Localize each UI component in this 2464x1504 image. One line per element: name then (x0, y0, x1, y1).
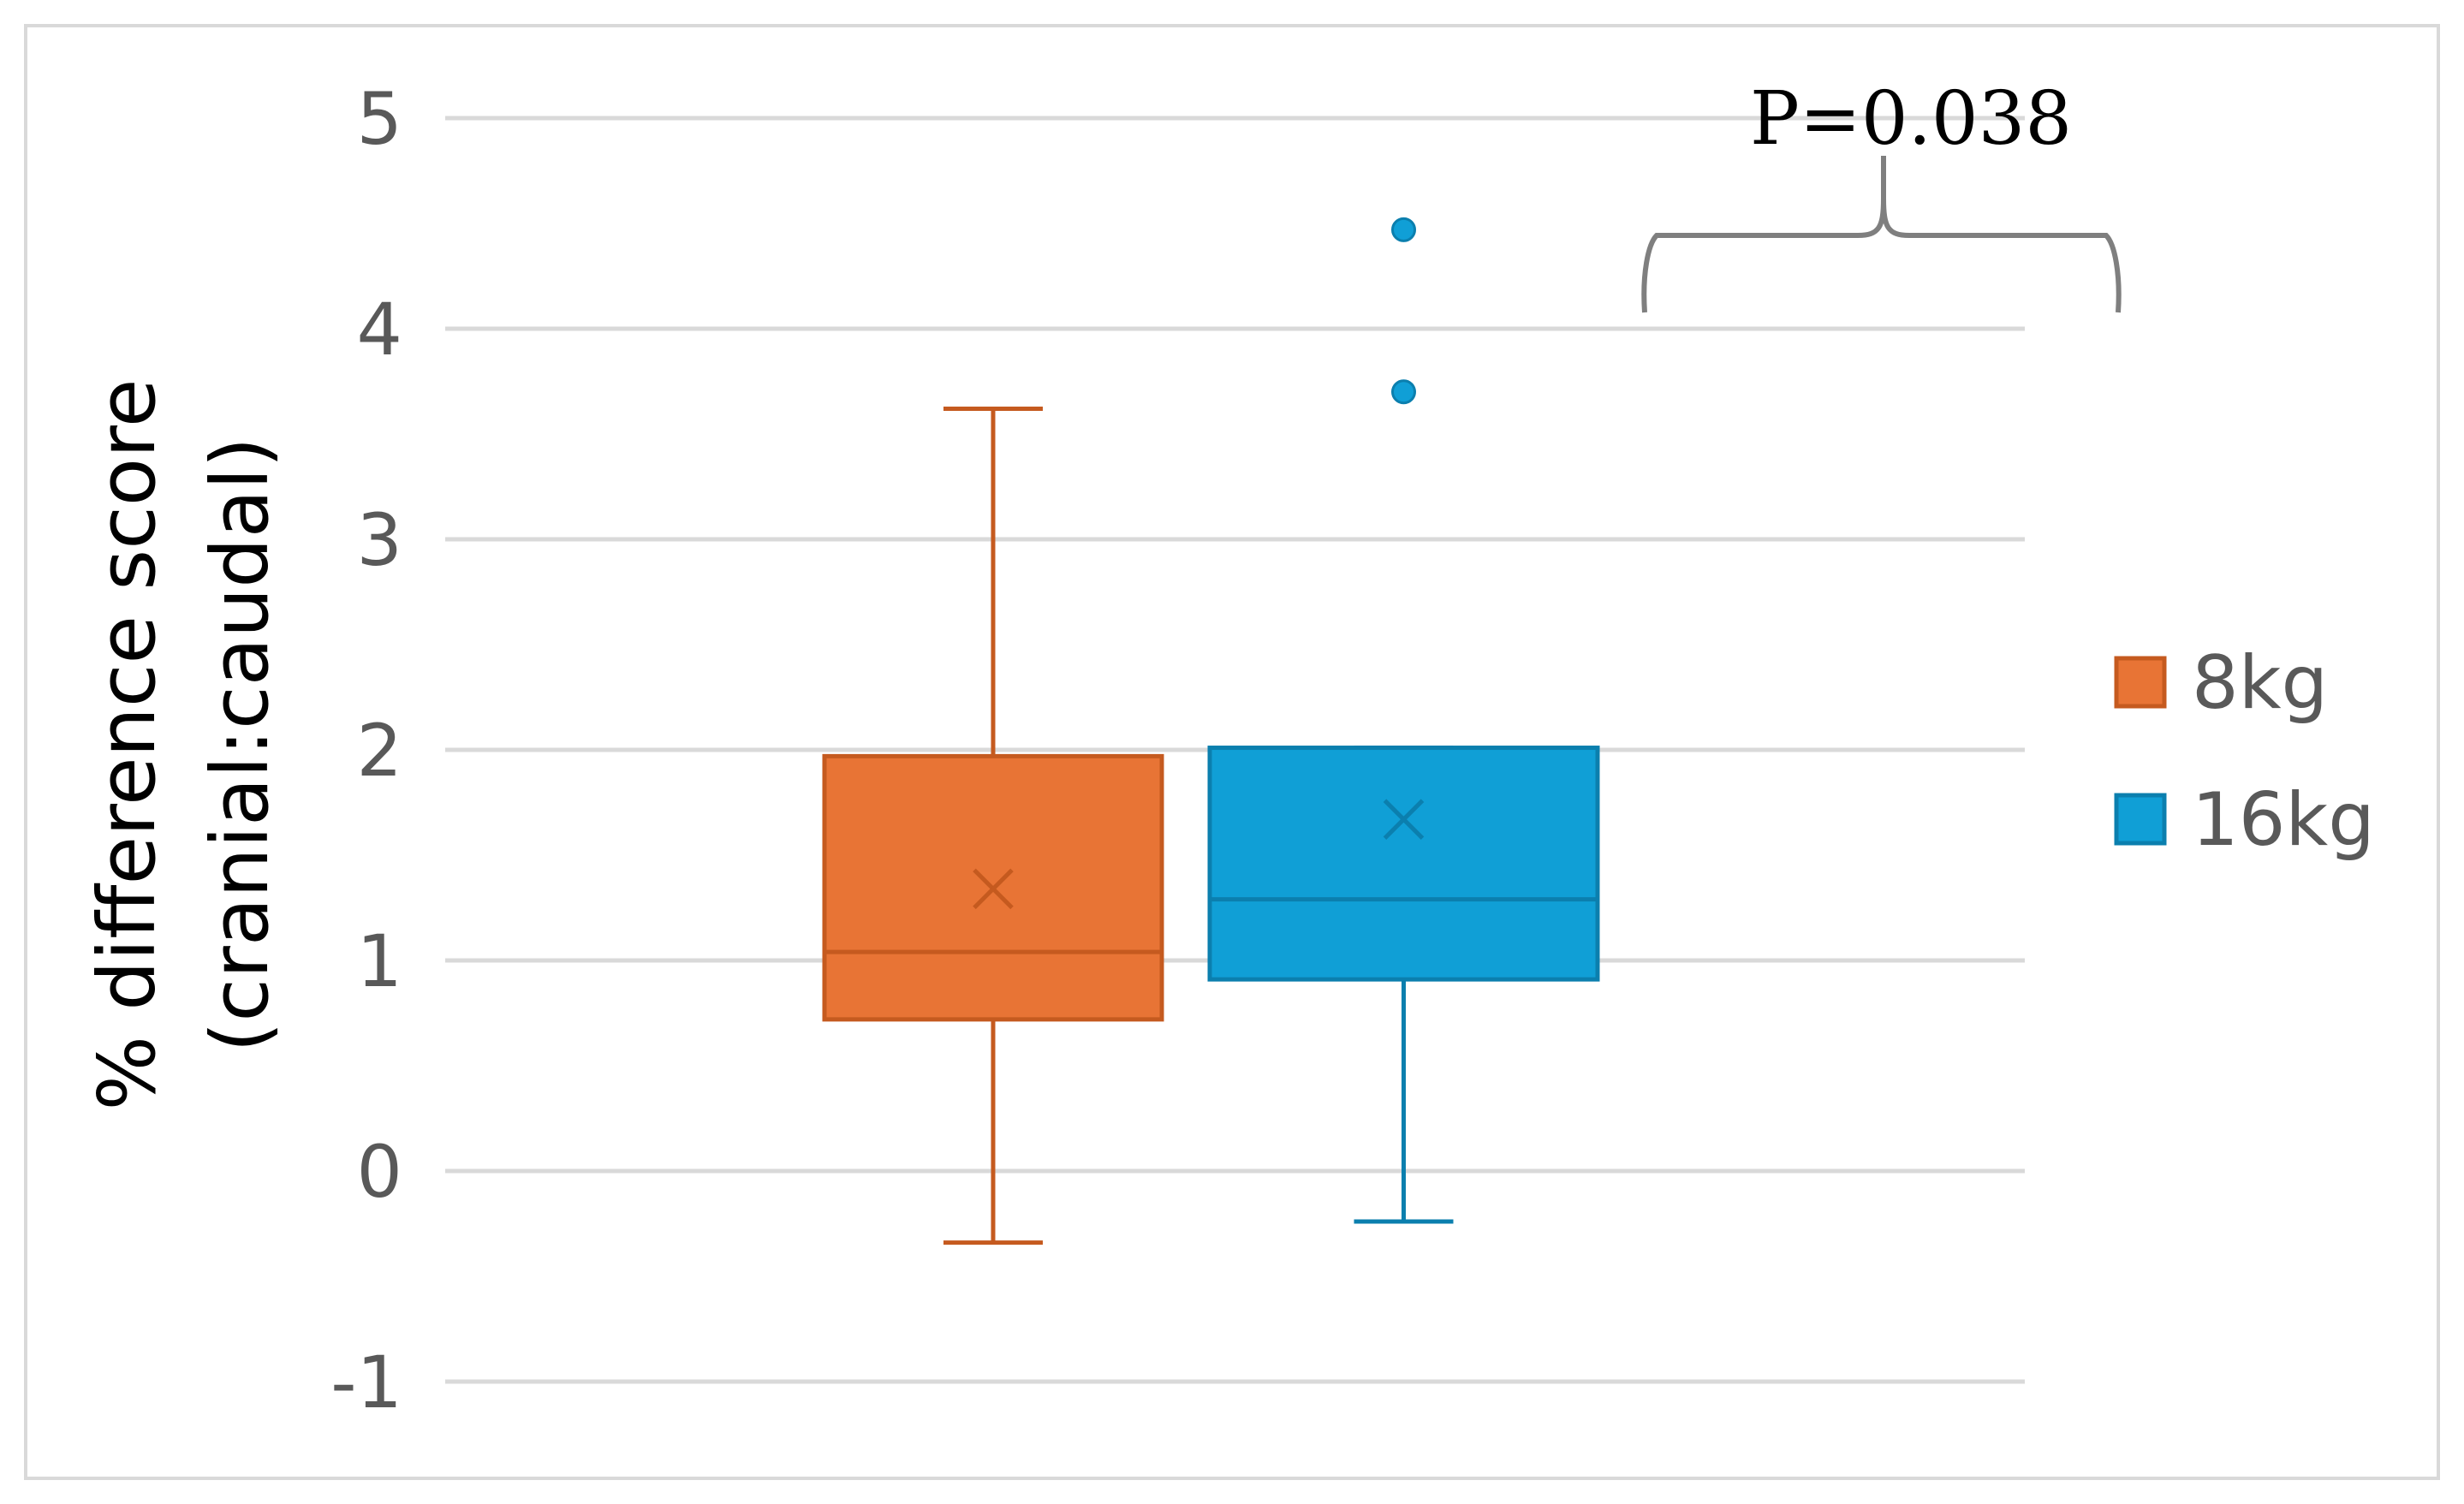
legend-item-8kg: 8kg (2114, 640, 2328, 726)
legend-swatch (2114, 793, 2167, 846)
y-axis-title-line1: % difference score (81, 379, 173, 1111)
y-tick-label: 3 (357, 498, 402, 582)
y-tick-label: 5 (357, 77, 402, 161)
y-tick-label: 2 (357, 709, 402, 793)
legend-swatch (2114, 656, 2167, 709)
y-tick-label: 0 (357, 1130, 402, 1214)
y-tick-labels: -1 0 1 2 3 4 5 (330, 77, 402, 1424)
y-axis-title: % difference score (cranial:caudal) (81, 379, 286, 1111)
y-tick-label: -1 (330, 1341, 402, 1424)
y-tick-label: 4 (357, 288, 402, 372)
y-axis-title-line2: (cranial:caudal) (194, 437, 286, 1053)
box-series (822, 217, 1600, 1245)
legend-label: 8kg (2192, 640, 2328, 726)
box-16kg (1207, 217, 1600, 1224)
mean-marker (973, 868, 1014, 910)
iqr-box (1207, 746, 1600, 982)
outlier-point (1391, 379, 1416, 405)
legend-label: 16kg (2192, 777, 2375, 863)
legend: 8kg 16kg (2114, 640, 2375, 863)
legend-item-16kg: 16kg (2114, 777, 2375, 863)
box-8kg (822, 406, 1164, 1245)
y-tick-label: 1 (357, 919, 402, 1003)
significance-annotation: P=0.038 (1641, 76, 2122, 313)
outlier-point (1391, 217, 1416, 242)
p-value-label: P=0.038 (1750, 76, 2072, 162)
gridlines (445, 116, 2025, 1384)
significance-brace (1641, 156, 2122, 313)
mean-marker (1383, 799, 1425, 840)
